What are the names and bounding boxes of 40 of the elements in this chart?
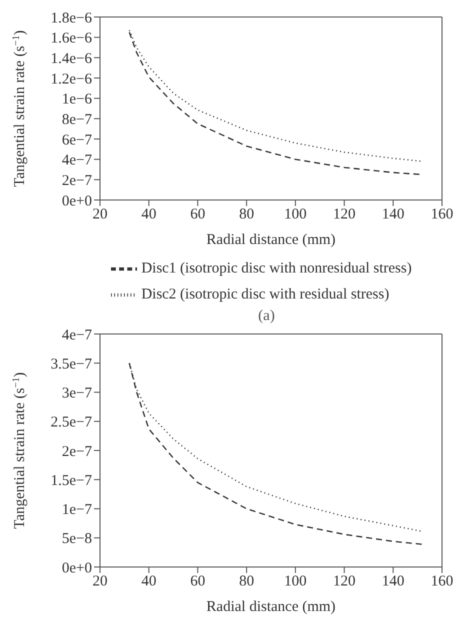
x-tick-label: 60 <box>190 206 206 223</box>
y-tick-label: 4e−7 <box>62 152 92 169</box>
y-tick-label: 5e−8 <box>62 531 92 548</box>
y-tick-label: 1.5e−7 <box>50 472 92 489</box>
y-tick-label: 1e−7 <box>62 502 92 518</box>
y-tick-label: 1.4e−6 <box>50 50 92 67</box>
y-tick-label: 2e−7 <box>62 444 92 460</box>
x-tick-label: 160 <box>430 206 454 223</box>
x-tick-label: 40 <box>141 574 156 590</box>
x-tick-label: 120 <box>333 206 356 223</box>
x-tick-label: 60 <box>190 574 206 590</box>
y-tick-label: 8e−7 <box>62 112 92 128</box>
x-tick-label: 40 <box>141 206 156 223</box>
x-axis-title: Radial distance (mm) <box>206 599 336 615</box>
y-tick-label: 1e−6 <box>62 92 92 108</box>
legend-label: Disc1 (isotropic disc with nonresidual stress) <box>141 260 412 276</box>
legend-label: Disc2 (isotropic disc with residual stress) <box>141 286 390 302</box>
y-tick-label: 1.8e−6 <box>50 10 92 26</box>
y-tick-label: 1.6e−6 <box>50 30 92 47</box>
x-tick-label: 80 <box>239 574 254 590</box>
x-tick-label: 20 <box>92 574 108 590</box>
x-tick-label: 120 <box>333 574 356 590</box>
y-tick-label: 2.5e−7 <box>50 414 92 431</box>
x-tick-label: 140 <box>382 574 404 590</box>
y-tick-label: 4e−7 <box>62 327 92 344</box>
x-tick-label: 100 <box>284 206 307 223</box>
y-tick-label: 3.5e−7 <box>50 356 92 372</box>
y-tick-label: 6e−7 <box>62 132 92 148</box>
y-tick-label: 2e−7 <box>62 172 92 189</box>
x-axis-title: Radial distance (mm) <box>206 232 336 248</box>
y-tick-label: 0e+0 <box>62 193 92 210</box>
x-tick-label: 20 <box>92 206 108 223</box>
y-tick-label: 3e−7 <box>62 386 92 402</box>
text: (a) <box>257 308 276 325</box>
y-tick-label: 1.2e−6 <box>50 71 92 88</box>
x-tick-label: 140 <box>382 206 404 223</box>
x-tick-label: 80 <box>239 206 254 223</box>
y-tick-label: 0e+0 <box>62 560 92 576</box>
x-tick-label: 160 <box>430 574 454 590</box>
x-tick-label: 100 <box>284 574 307 590</box>
